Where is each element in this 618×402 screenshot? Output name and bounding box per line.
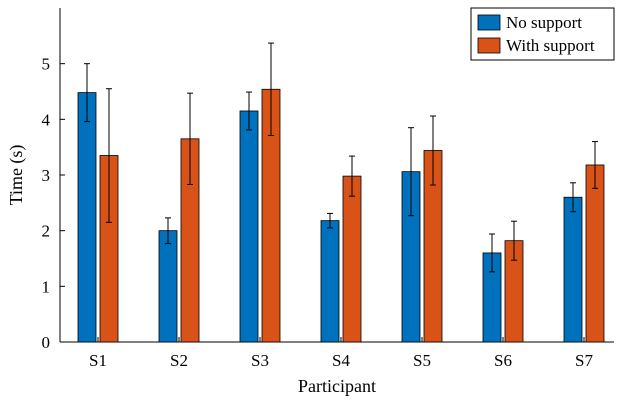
x-tick-label: S3 <box>251 351 269 370</box>
bar-no-support-s3 <box>239 110 259 343</box>
y-tick-label: 4 <box>42 110 51 129</box>
y-tick-label: 2 <box>42 222 51 241</box>
error-bar-group <box>84 42 598 273</box>
error-bar-no-support-s4 <box>327 212 333 229</box>
x-tick-label: S5 <box>413 351 431 370</box>
bar-no-support-s1 <box>77 92 97 343</box>
error-bar-with-support-s5 <box>430 115 436 186</box>
x-tick-label: S1 <box>89 351 107 370</box>
error-bar-with-support-s2 <box>187 92 193 185</box>
bar-no-support-s4 <box>320 220 340 343</box>
y-axis-ticks: 0 1 2 3 4 5 <box>42 55 65 352</box>
bar-with-support-s7 <box>585 164 605 343</box>
y-tick-label: 3 <box>42 166 51 185</box>
bar-no-support-s7 <box>563 196 583 343</box>
error-bar-with-support-s6 <box>511 220 517 261</box>
legend-label-no-support: No support <box>506 13 582 32</box>
error-bar-no-support-s7 <box>570 182 576 213</box>
legend-swatch-no-support <box>477 14 501 31</box>
y-tick-label: 5 <box>42 55 51 74</box>
bar-with-support-s4 <box>342 175 362 343</box>
error-bar-with-support-s1 <box>106 88 112 223</box>
legend-label-with-support: With support <box>506 36 595 55</box>
error-bar-no-support-s6 <box>489 233 495 273</box>
bar-series-group <box>77 88 605 343</box>
x-axis-ticks: S1 S2 S3 S4 S5 S6 S7 <box>89 337 593 370</box>
error-bar-no-support-s3 <box>246 91 252 131</box>
plot-area: 0 1 2 3 4 5 S1 S2 S3 S4 S5 S6 S7 <box>42 8 614 370</box>
y-tick-label: 1 <box>42 277 51 296</box>
x-axis-title: Participant <box>298 376 376 396</box>
error-bar-with-support-s3 <box>268 42 274 136</box>
error-bar-no-support-s2 <box>165 217 171 244</box>
error-bar-no-support-s1 <box>84 63 90 123</box>
error-bar-no-support-s5 <box>408 127 414 217</box>
x-tick-label: S6 <box>494 351 512 370</box>
bar-no-support-s2 <box>158 230 178 343</box>
x-tick-label: S4 <box>332 351 350 370</box>
legend-swatch-with-support <box>477 37 501 54</box>
x-tick-label: S2 <box>170 351 188 370</box>
legend: No support With support <box>470 7 615 61</box>
y-tick-label: 0 <box>42 333 51 352</box>
error-bar-with-support-s4 <box>349 155 355 197</box>
y-axis-title: Time (s) <box>6 145 27 206</box>
x-tick-label: S7 <box>575 351 593 370</box>
error-bar-with-support-s7 <box>592 141 598 189</box>
